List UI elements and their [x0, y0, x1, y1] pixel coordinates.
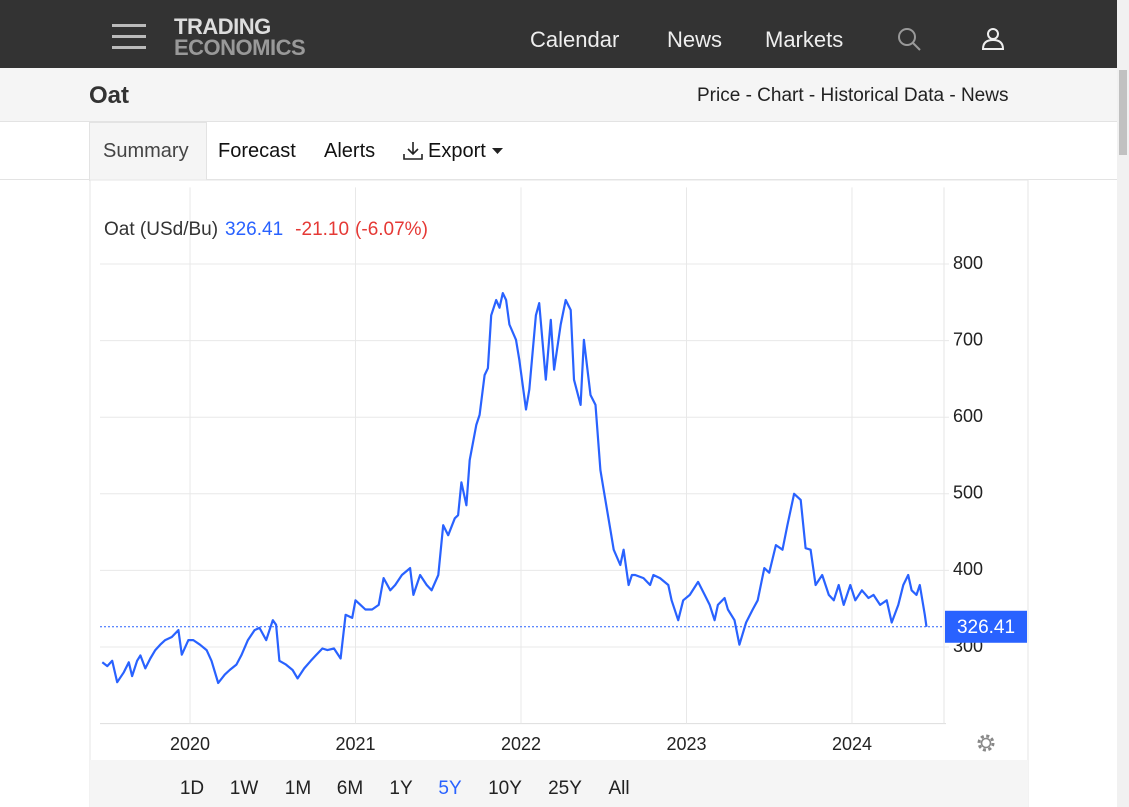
scrollbar[interactable]: [1117, 0, 1129, 807]
y-tick-label: 700: [953, 329, 983, 349]
range-button[interactable]: 1Y: [389, 778, 413, 799]
scroll-thumb[interactable]: [1119, 70, 1127, 155]
page-title: Oat: [89, 82, 130, 109]
last-value-box: [945, 610, 1027, 643]
nav-link[interactable]: Markets: [765, 27, 844, 52]
breadcrumb-links[interactable]: Price - Chart - Historical Data - News: [697, 85, 1009, 106]
chart-legend: Oat (USd/Bu) 326.41 -21.10 (-6.07%): [104, 219, 428, 240]
y-tick-label: 800: [953, 253, 983, 273]
legend-part: -21.10: [295, 219, 349, 240]
logo[interactable]: TRADING ECONOMICS: [174, 14, 306, 60]
range-button[interactable]: 5Y: [438, 778, 462, 799]
range-button[interactable]: 6M: [337, 778, 363, 799]
y-tick-label: 400: [953, 559, 983, 579]
range-button[interactable]: 25Y: [548, 778, 582, 799]
sub-header: Oat Price - Chart - Historical Data - Ne…: [0, 68, 1117, 122]
logo-line: ECONOMICS: [174, 35, 306, 60]
search-icon[interactable]: [897, 27, 923, 53]
x-tick-label: 2022: [501, 734, 541, 754]
tab[interactable]: Summary: [103, 140, 189, 162]
range-button[interactable]: 1M: [285, 778, 311, 799]
legend-part: Oat (USd/Bu): [104, 219, 218, 240]
x-tick-label: 2024: [832, 734, 872, 754]
range-button[interactable]: 10Y: [488, 778, 522, 799]
x-tick-label: 2023: [666, 734, 706, 754]
last-value-label: 326.41: [957, 617, 1015, 638]
x-tick-label: 2021: [335, 734, 375, 754]
nav-link[interactable]: News: [667, 27, 723, 52]
x-tick-label: 2020: [170, 734, 210, 754]
y-tick-label: 500: [953, 483, 983, 503]
range-button[interactable]: 1D: [180, 778, 204, 799]
tab[interactable]: Forecast: [218, 140, 296, 162]
tab[interactable]: Alerts: [324, 140, 376, 162]
legend-part: (-6.07%): [355, 219, 428, 240]
range-button[interactable]: 1W: [230, 778, 259, 799]
range-button[interactable]: All: [608, 778, 629, 799]
top-bar: TRADING ECONOMICS Calendar News Markets: [0, 0, 1117, 68]
settings-icon[interactable]: [977, 734, 995, 752]
range-bar: [90, 760, 1028, 807]
nav-link[interactable]: Calendar: [530, 27, 620, 52]
tab[interactable]: Export: [428, 140, 486, 162]
menu-icon[interactable]: [112, 24, 146, 50]
y-tick-label: 600: [953, 406, 983, 426]
logo-line: TRADING: [174, 14, 271, 39]
price-line: [101, 292, 928, 685]
legend-part: 326.41: [225, 219, 283, 240]
user-icon[interactable]: [981, 26, 1007, 52]
active-tab-bg: [89, 122, 207, 181]
download-icon: [403, 142, 423, 160]
caret: [492, 148, 503, 154]
